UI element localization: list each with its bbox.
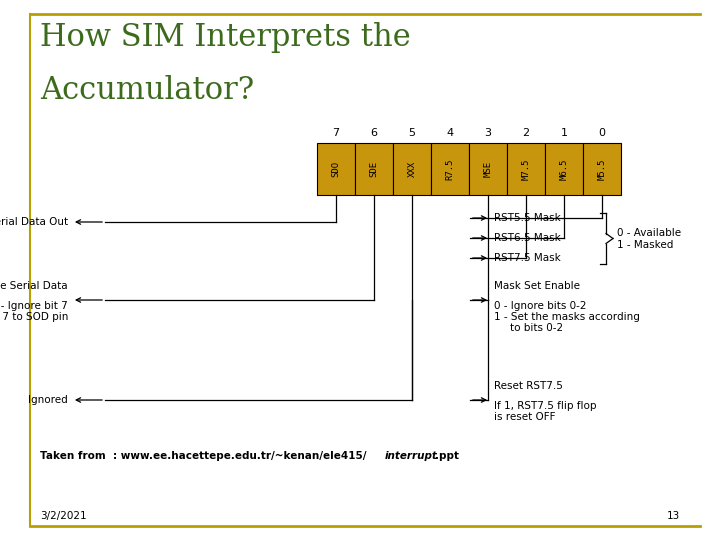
Bar [545,143,583,195]
Text: SDO: SDO [331,161,341,177]
Bar [469,143,507,195]
Text: 5: 5 [408,128,415,138]
Bar [393,143,431,195]
Text: 0: 0 [598,128,606,138]
Text: M5.5: M5.5 [598,158,606,180]
Text: 1 - Set the masks according: 1 - Set the masks according [494,312,640,322]
Text: 0 - Ignore bit 7: 0 - Ignore bit 7 [0,301,68,311]
Text: RST6.5 Mask: RST6.5 Mask [494,233,561,243]
Text: 0 - Ignore bits 0-2: 0 - Ignore bits 0-2 [494,301,587,311]
Text: 3: 3 [485,128,492,138]
Text: Enable Serial Data: Enable Serial Data [0,281,68,291]
Text: Ignored: Ignored [28,395,68,405]
Text: M7.5: M7.5 [521,158,531,180]
Bar [507,143,545,195]
Text: Taken from  : www.ee.hacettepe.edu.tr/~kenan/ele415/: Taken from : www.ee.hacettepe.edu.tr/~ke… [40,451,366,461]
Text: Reset RST7.5: Reset RST7.5 [494,381,563,391]
Text: interrupt: interrupt [385,451,438,461]
Text: 1 - Send bit 7 to SOD pin: 1 - Send bit 7 to SOD pin [0,312,68,322]
Text: If 1, RST7.5 flip flop: If 1, RST7.5 flip flop [494,401,596,411]
Text: How SIM Interprets the: How SIM Interprets the [40,22,410,53]
Text: R7.5: R7.5 [446,158,454,180]
Text: RST7.5 Mask: RST7.5 Mask [494,253,561,263]
Text: Mask Set Enable: Mask Set Enable [494,281,580,291]
Text: MSE: MSE [484,161,492,177]
Text: to bits 0-2: to bits 0-2 [510,323,563,333]
Text: SDE: SDE [369,161,379,177]
Bar [355,143,393,195]
Text: .ppt: .ppt [435,451,459,461]
Text: 1: 1 [560,128,567,138]
Text: XXX: XXX [408,161,416,177]
Bar [317,143,355,195]
Text: 6: 6 [371,128,377,138]
Bar [583,143,621,195]
Text: 0 - Available: 0 - Available [617,228,681,239]
Text: 13: 13 [667,511,680,521]
Text: M6.5: M6.5 [559,158,569,180]
Text: Serial Data Out: Serial Data Out [0,217,68,227]
Text: Accumulator?: Accumulator? [40,75,254,106]
Text: 1 - Masked: 1 - Masked [617,240,673,251]
Text: is reset OFF: is reset OFF [494,412,556,422]
Text: 7: 7 [333,128,340,138]
Text: 4: 4 [446,128,454,138]
Text: 3/2/2021: 3/2/2021 [40,511,86,521]
Text: RST5.5 Mask: RST5.5 Mask [494,213,561,223]
Bar [431,143,469,195]
Text: 2: 2 [523,128,530,138]
